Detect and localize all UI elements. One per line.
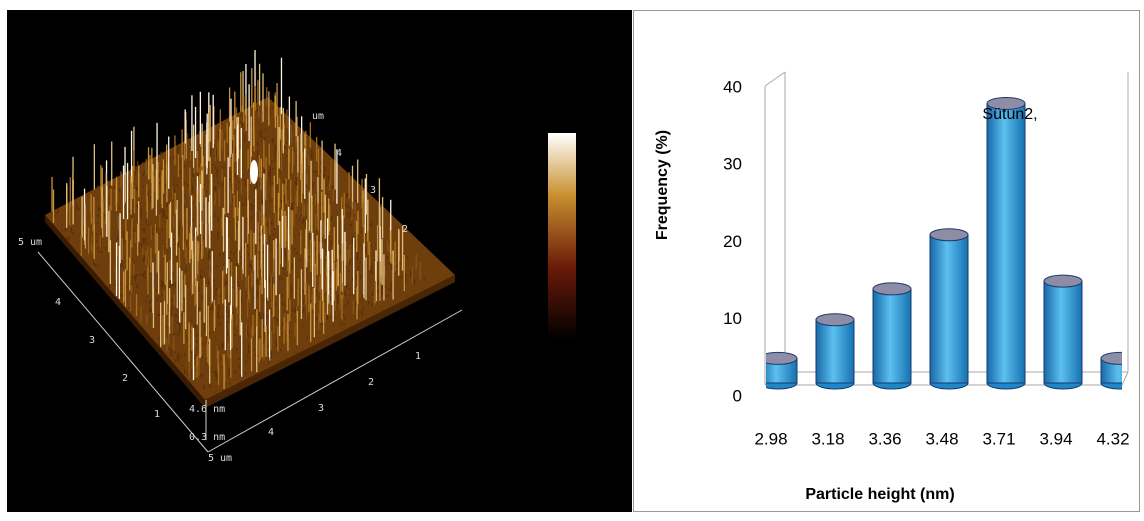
chart-frame (633, 10, 1140, 512)
afm-height-label: 4.6 nm (189, 404, 225, 415)
spike (250, 160, 258, 184)
afm-tick: 4 (268, 427, 274, 438)
bar-top (766, 351, 798, 365)
bar-top (815, 313, 855, 327)
x-tick-label: 3.36 (868, 429, 901, 448)
bar-top (929, 228, 969, 242)
bar-top (1100, 351, 1122, 365)
afm-image: 5 um 4 3 2 1 4.6 nm 0.3 nm 5 um 4 3 2 1 … (7, 10, 632, 512)
color-bar (548, 133, 576, 340)
afm-tick: 3 (318, 403, 324, 414)
afm-tick: 2 (368, 377, 374, 388)
bar-top (1043, 274, 1083, 288)
surface-edge (205, 275, 455, 408)
bar (872, 288, 912, 384)
bar (929, 234, 969, 384)
bar-top (872, 282, 912, 296)
x-axis-label: Particle height (nm) (805, 486, 954, 503)
afm-tick: 2 (122, 373, 128, 384)
afm-back-label: um (312, 111, 324, 122)
annotation: Sütun2, (982, 106, 1037, 123)
afm-back-label: 3 (370, 185, 376, 196)
y-tick-label: 40 (723, 77, 742, 96)
bar (815, 319, 855, 384)
afm-back-label: 2 (402, 224, 408, 235)
afm-axes (37, 251, 463, 453)
bar (1043, 280, 1083, 384)
x-tick-label: 3.71 (982, 429, 1015, 448)
surface (45, 97, 455, 400)
afm-tick: 1 (154, 409, 160, 420)
chart: Frequency (%) Particle height (nm) Sütun… (633, 10, 1140, 512)
x-tick-label: 3.94 (1039, 429, 1072, 448)
surface-edge (45, 215, 205, 408)
afm-height-label: 0.3 nm (189, 432, 225, 443)
afm-tick: 3 (89, 335, 95, 346)
x-tick-label: 4.32 (1096, 429, 1129, 448)
afm-tick: 1 (415, 351, 421, 362)
y-tick-label: 20 (723, 232, 742, 251)
x-tick-label: 3.18 (811, 429, 844, 448)
afm-axis-label: 5 um (208, 453, 232, 464)
y-axis-label: Frequency (%) (654, 130, 671, 240)
bars (766, 96, 1122, 390)
afm-tick: 4 (55, 297, 61, 308)
bar-top (986, 96, 1026, 110)
x-tick-label: 2.98 (754, 429, 787, 448)
afm-back-label: 4 (336, 148, 342, 159)
y-tick-label: 30 (723, 155, 742, 174)
terrain (45, 50, 455, 408)
bar (986, 102, 1026, 384)
y-tick-label: 0 (733, 386, 742, 405)
y-tick-label: 10 (723, 309, 742, 328)
x-tick-label: 3.48 (925, 429, 958, 448)
afm-axis-label: 5 um (18, 237, 42, 248)
